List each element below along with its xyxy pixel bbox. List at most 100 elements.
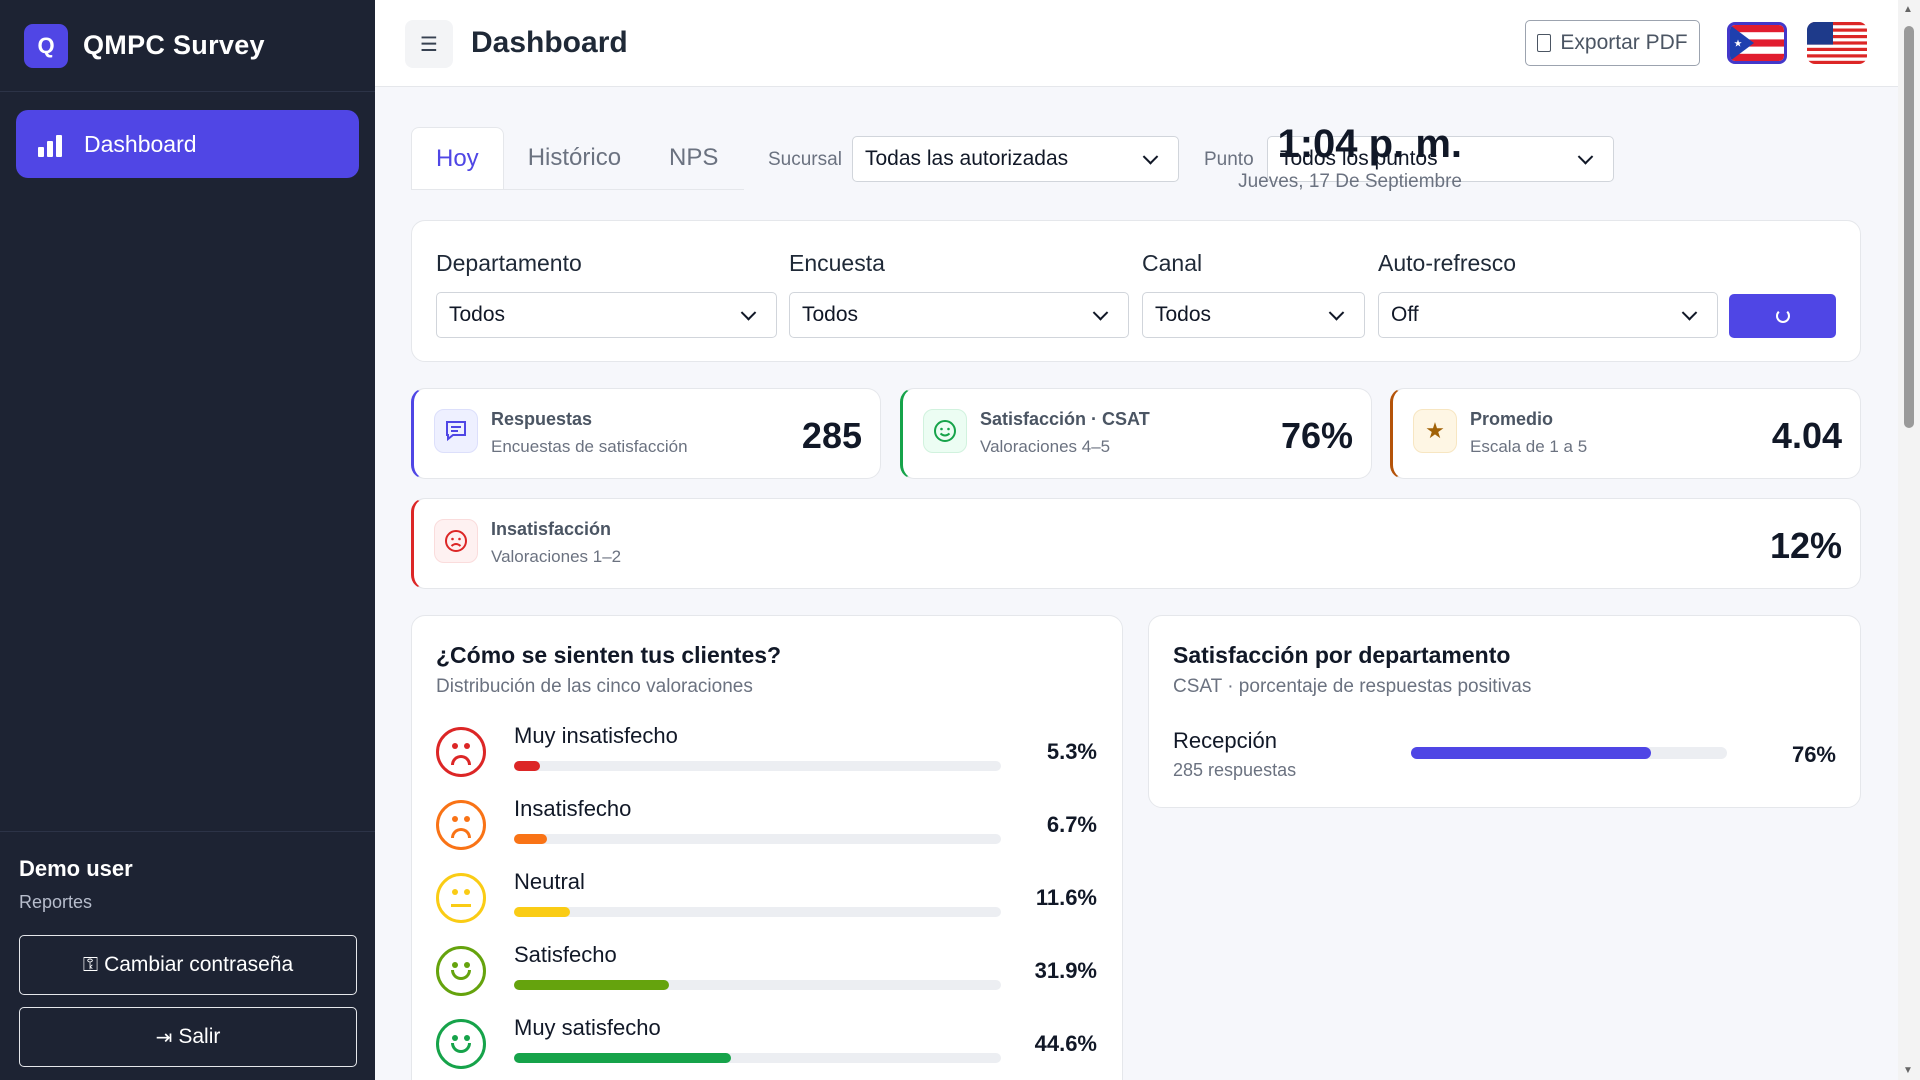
rating-bar-track [514,1053,1001,1063]
neutral-face-icon [436,873,486,923]
department-progress-fill [1411,747,1652,759]
department-progress-track [1411,747,1727,759]
kpi-value: 12% [1769,525,1842,566]
kpi-title: Insatisfacción [491,519,612,539]
distribution-card: ¿Cómo se sienten tus clientes? Distribuc… [411,615,1123,1080]
rating-label: Satisfecho [514,942,617,967]
topbar: ☰ Dashboard Exportar PDF [375,0,1898,87]
auto-refresh-select[interactable]: Off [1378,292,1718,338]
department-percentage: 76% [1791,742,1836,767]
rating-bar-fill [514,907,571,917]
chevron-down-icon [1328,305,1345,321]
rating-bar-track [514,761,1001,771]
rating-percentage: 31.9% [1034,958,1097,983]
rating-bar-fill [514,1053,732,1063]
kpi-title: Promedio [1470,409,1554,429]
brand[interactable]: Q QMPC Survey [0,0,375,92]
user-name: Demo user [19,856,133,881]
puerto-rico-flag-icon [1730,25,1784,61]
logout-button[interactable]: ⇥ Salir [19,1007,357,1067]
logout-icon: ⇥ [155,1026,173,1049]
happy-face-icon [436,946,486,996]
bar-chart-icon [38,131,64,157]
happy-face-icon [436,1019,486,1069]
change-password-button[interactable]: ⚿ Cambiar contraseña [19,935,357,995]
rating-label: Muy insatisfecho [514,723,678,748]
channel-select[interactable]: Todos [1142,292,1365,338]
logout-label: Salir [178,1025,221,1048]
branch-label: Sucursal [768,149,842,170]
sad-face-icon [436,800,486,850]
section-title: ¿Cómo se sienten tus clientes? [436,642,782,668]
key-icon: ⚿ [82,953,99,976]
hamburger-icon: ☰ [420,33,438,56]
export-pdf-button[interactable]: Exportar PDF [1525,20,1700,66]
auto-refresh-value: Off [1391,303,1419,326]
branch-select[interactable]: Todas las autorizadas [852,136,1179,182]
survey-select[interactable]: Todos [789,292,1129,338]
distribution-row: Satisfecho 31.9% [436,942,1097,998]
sad-face-icon [436,727,486,777]
view-tabs: Hoy Histórico NPS [411,127,744,190]
frown-icon [434,519,478,563]
rating-bar-fill [514,834,547,844]
page-scrollbar[interactable]: ▲ ▼ [1898,0,1920,1080]
tab-nps[interactable]: NPS [669,144,719,171]
scrollbar-thumb[interactable] [1904,26,1914,428]
branch-value: Todas las autorizadas [865,147,1069,170]
channel-filter-label: Canal [1142,250,1203,276]
refresh-button[interactable] [1729,294,1836,338]
rating-bar-fill [514,761,540,771]
section-subtitle: CSAT · porcentaje de respuestas positiva… [1173,676,1532,697]
sidebar-item-dashboard[interactable]: Dashboard [16,110,359,178]
user-role: Reportes [19,892,93,912]
point-select[interactable]: Todos los puntos [1267,136,1614,182]
distribution-row: Neutral 11.6% [436,869,1097,925]
distribution-row: Muy satisfecho 44.6% [436,1015,1097,1071]
sidebar-footer: Demo user Reportes ⚿ Cambiar contraseña … [0,831,375,1080]
kpi-value: 76% [1280,415,1353,456]
chevron-down-icon [1681,305,1698,321]
tab-historico[interactable]: Histórico [527,144,622,171]
scroll-down-arrow-icon[interactable]: ▼ [1903,1065,1913,1076]
smile-icon [923,409,967,453]
department-select[interactable]: Todos [436,292,777,338]
rating-percentage: 5.3% [1046,739,1097,764]
menu-toggle-button[interactable]: ☰ [405,20,453,68]
point-label: Punto [1204,149,1254,170]
department-satisfaction-card: Satisfacción por departamento CSAT · por… [1148,615,1861,808]
language-en-flag-button[interactable] [1807,22,1867,64]
rating-percentage: 44.6% [1034,1031,1097,1056]
department-name: Recepción [1173,728,1277,753]
app-logo: Q [24,23,68,68]
chat-icon [434,409,478,453]
kpi-dissatisfaction-card: Insatisfacción Valoraciones 1–2 12% [411,498,1861,589]
distribution-row: Muy insatisfecho 5.3% [436,723,1097,779]
kpi-csat-card: Satisfacción · CSAT Valoraciones 4–5 76% [900,388,1372,479]
kpi-subtitle: Encuestas de satisfacción [491,437,688,456]
auto-refresh-label: Auto-refresco [1378,250,1517,276]
chevron-down-icon [740,305,757,321]
page-title: Dashboard [471,26,628,59]
tab-hoy[interactable]: Hoy [411,127,504,189]
sidebar-item-label: Dashboard [84,130,197,157]
survey-value: Todos [802,303,859,326]
chevron-down-icon [1577,149,1594,165]
rating-bar-fill [514,980,670,990]
kpi-subtitle: Valoraciones 4–5 [980,437,1111,456]
scroll-up-arrow-icon[interactable]: ▲ [1903,4,1913,15]
point-value: Todos los puntos [1280,147,1438,170]
distribution-row: Insatisfecho 6.7% [436,796,1097,852]
kpi-title: Satisfacción · CSAT [980,409,1150,429]
rating-bar-track [514,834,1001,844]
rating-percentage: 6.7% [1046,812,1097,837]
rating-label: Neutral [514,869,585,894]
channel-value: Todos [1155,303,1212,326]
kpi-title: Respuestas [491,409,593,429]
kpi-subtitle: Valoraciones 1–2 [491,547,622,566]
rating-label: Muy satisfecho [514,1015,661,1040]
sidebar: Q QMPC Survey Dashboard Demo user Report… [0,0,375,1080]
section-title: Satisfacción por departamento [1173,642,1511,668]
kpi-responses-card: Respuestas Encuestas de satisfacción 285 [411,388,881,479]
language-es-flag-button[interactable] [1727,22,1787,64]
